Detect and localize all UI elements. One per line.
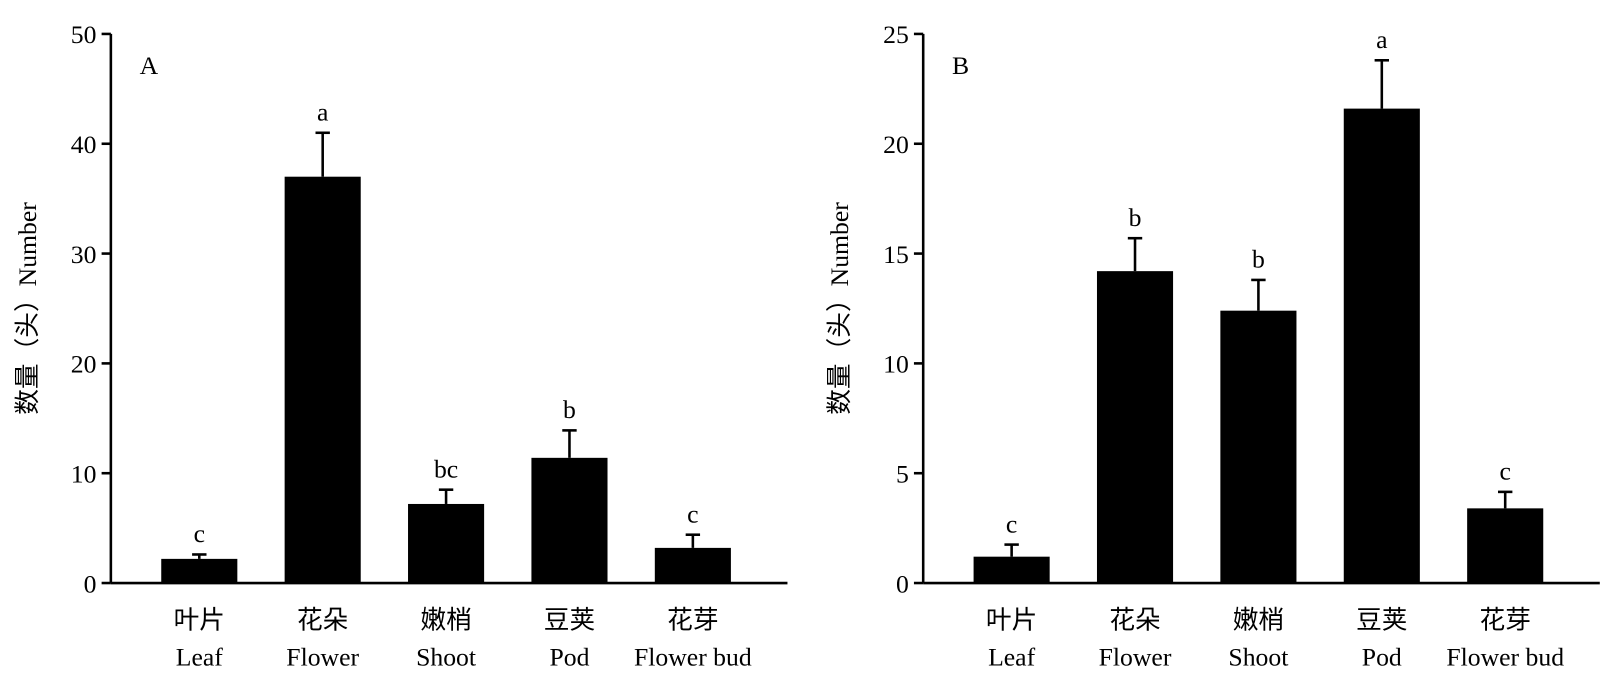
bar [161, 558, 238, 584]
x-tick-label-zh: 嫩梢 [1233, 605, 1284, 634]
significance-letter: bc [434, 454, 458, 483]
y-tick-label: 50 [71, 20, 97, 49]
bar [284, 176, 361, 584]
y-tick-label: 15 [883, 240, 909, 269]
x-tick-label: Pod [549, 642, 589, 671]
x-tick-label: Shoot [1228, 642, 1288, 671]
bar [1096, 271, 1174, 584]
x-tick-label-zh: 豆荚 [1356, 605, 1407, 634]
y-tick-label: 5 [896, 459, 909, 488]
bar [654, 547, 731, 584]
x-tick-label: Pod [1362, 642, 1402, 671]
y-axis-label: 数量（头）Number [13, 202, 42, 415]
y-tick-label: 40 [71, 130, 97, 159]
y-tick-label: 10 [883, 350, 909, 379]
bar [1220, 310, 1297, 584]
y-tick-label: 10 [71, 459, 97, 488]
bar [531, 457, 608, 584]
x-tick-label: Flower [1099, 642, 1172, 671]
y-tick-label: 20 [883, 130, 909, 159]
y-tick-label: 30 [71, 240, 97, 269]
y-tick-label: 25 [883, 20, 909, 49]
x-tick-label-zh: 嫩梢 [420, 605, 471, 634]
significance-letter: c [1006, 509, 1017, 538]
significance-letter: b [563, 395, 576, 424]
y-tick-label: 20 [71, 350, 97, 379]
significance-letter: c [194, 519, 205, 548]
x-tick-label-zh: 豆荚 [544, 605, 595, 634]
panel-label: B [952, 51, 969, 80]
x-tick-label-zh: 叶片 [986, 605, 1037, 634]
x-tick-label: Flower bud [1446, 642, 1564, 671]
significance-letter: a [317, 97, 329, 126]
y-tick-label: 0 [84, 569, 97, 598]
x-tick-label: Leaf [176, 642, 223, 671]
bar [973, 556, 1050, 584]
x-tick-label-zh: 花芽 [1480, 605, 1531, 634]
x-tick-label-zh: 花朵 [1109, 605, 1160, 634]
bar [1467, 508, 1544, 584]
significance-letter: c [1499, 457, 1510, 486]
significance-letter: b [1129, 203, 1142, 232]
x-tick-label: Leaf [988, 642, 1035, 671]
panel-label: A [140, 51, 159, 80]
significance-letter: b [1252, 245, 1265, 274]
y-axis-label: 数量（头）Number [825, 202, 854, 415]
significance-letter: a [1376, 25, 1388, 54]
x-tick-label-zh: 叶片 [174, 605, 225, 634]
x-tick-label-zh: 花芽 [667, 605, 718, 634]
x-tick-label-zh: 花朵 [297, 605, 348, 634]
x-tick-label: Flower bud [634, 642, 752, 671]
bar [408, 503, 485, 584]
x-tick-label: Flower [286, 642, 359, 671]
significance-letter: c [687, 499, 698, 528]
y-tick-label: 0 [896, 569, 909, 598]
x-tick-label: Shoot [416, 642, 476, 671]
bar [1343, 108, 1420, 584]
